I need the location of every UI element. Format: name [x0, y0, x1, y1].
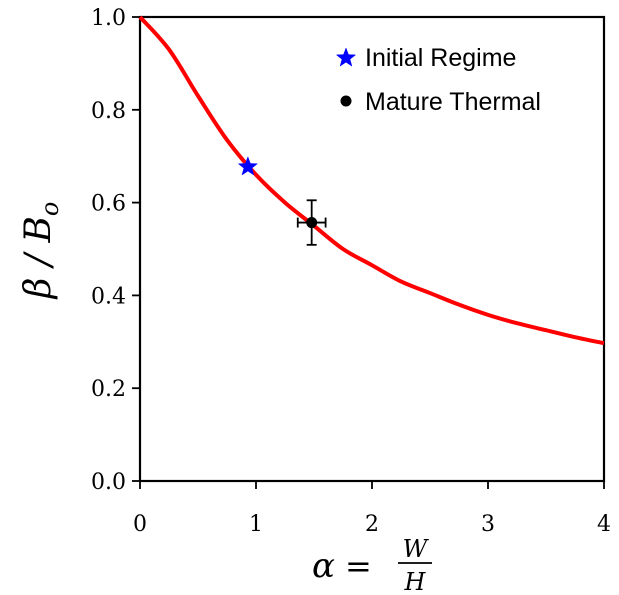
svg-text:H: H	[404, 568, 427, 595]
mature-thermal-point	[306, 217, 318, 229]
plot-area	[138, 15, 606, 483]
svg-text:β / Bo: β / Bo	[18, 202, 64, 301]
svg-text:W: W	[403, 535, 430, 563]
y-tick-label: 0.6	[91, 192, 126, 217]
y-axis-label: β / Bo	[18, 202, 64, 301]
y-axis-ticks: 0.0 0.2 0.4 0.6 0.8 1.0	[91, 6, 140, 495]
x-tick-label: 4	[597, 512, 611, 537]
legend-label-initial-regime: Initial Regime	[365, 44, 516, 72]
plot-frame	[138, 15, 606, 483]
legend: Initial Regime Mature Thermal	[335, 44, 541, 116]
y-tick-label: 0.2	[91, 377, 126, 402]
x-tick-label: 2	[365, 512, 379, 537]
initial-regime-point	[237, 156, 259, 176]
y-tick-label: 0.8	[91, 99, 126, 124]
model-curve	[138, 15, 605, 346]
x-tick-label: 3	[481, 512, 495, 537]
x-axis-label: α = W H	[312, 535, 432, 595]
legend-star-marker	[335, 47, 357, 67]
y-tick-label: 1.0	[91, 6, 126, 31]
y-tick-label: 0.4	[91, 284, 126, 309]
x-tick-label: 1	[249, 512, 263, 537]
series-layer	[138, 15, 605, 346]
svg-text:=: =	[345, 547, 372, 585]
y-tick-label: 0.0	[91, 470, 126, 495]
legend-circle-marker	[340, 95, 352, 107]
svg-text:α: α	[312, 546, 335, 586]
x-tick-label: 0	[133, 512, 147, 537]
x-axis-ticks: 0 1 2 3 4	[133, 481, 611, 537]
legend-label-mature-thermal: Mature Thermal	[365, 88, 541, 116]
